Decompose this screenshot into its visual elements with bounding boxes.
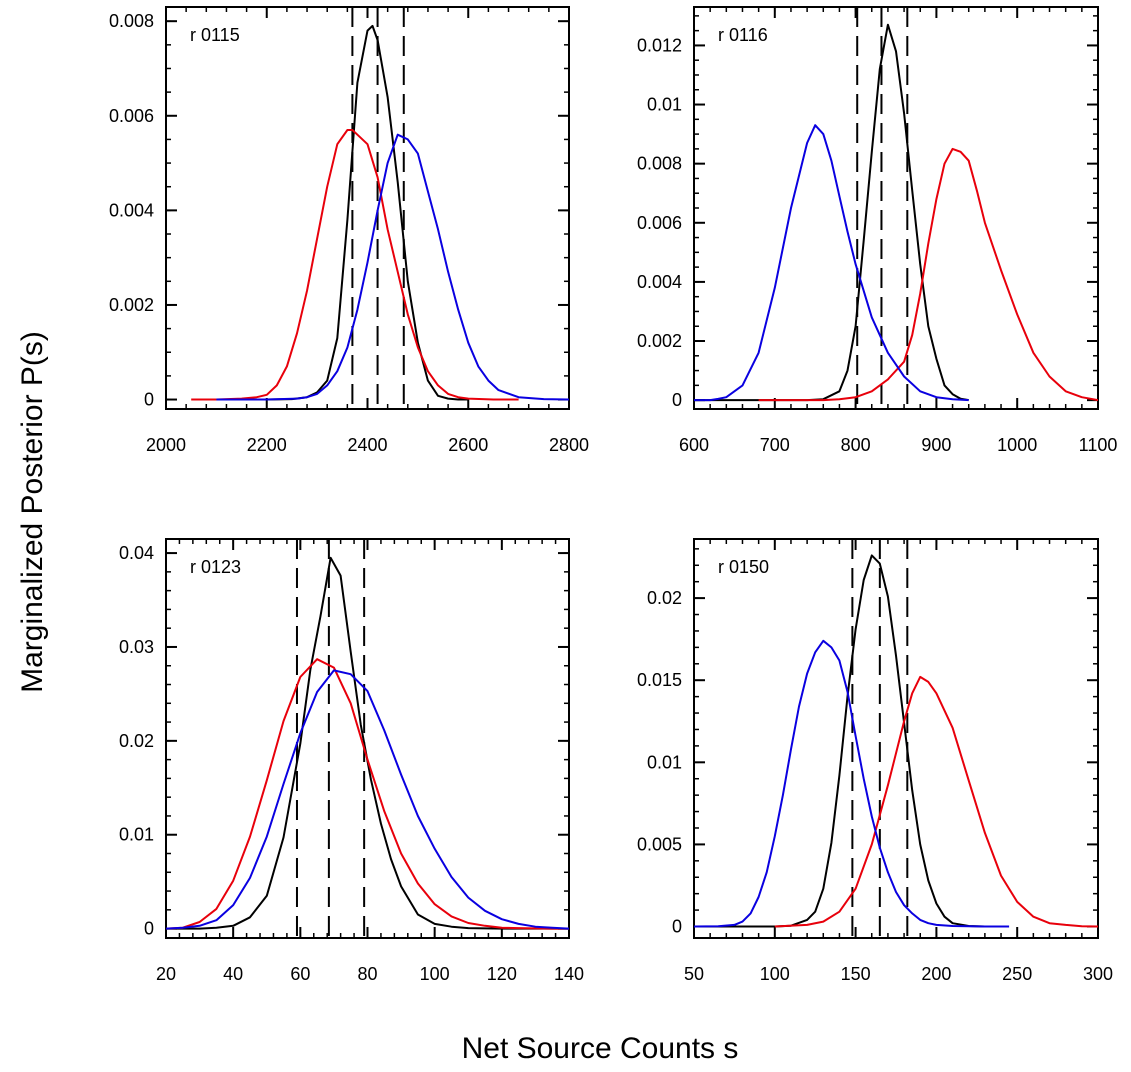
x-tick-label: 2600 <box>448 435 488 455</box>
y-tick-label: 0.03 <box>119 637 154 657</box>
panel-label: r 0116 <box>718 25 768 45</box>
y-tick-label: 0.008 <box>109 11 154 31</box>
x-tick-label: 250 <box>1002 964 1032 984</box>
series-red-line <box>758 147 1098 402</box>
x-tick-label: 140 <box>554 964 584 984</box>
x-tick-label: 900 <box>921 435 951 455</box>
panel-label: r 0115 <box>190 25 240 45</box>
y-tick-label: 0.008 <box>637 154 682 174</box>
panel-frame <box>165 6 570 410</box>
y-tick-label: 0 <box>144 919 154 939</box>
y-tick-label: 0.04 <box>119 543 154 563</box>
panel-frame <box>693 6 1099 410</box>
series-red-line <box>166 658 569 930</box>
panel-label: r 0150 <box>718 557 769 577</box>
y-tick-label: 0.01 <box>647 95 682 115</box>
plot-area <box>191 7 569 409</box>
panel-2: 600 700 800 900 1000 1100 0 0.002 0.004 0.006 0.00… <box>637 6 1118 455</box>
x-tick-label: 100 <box>760 964 790 984</box>
y-tick-label: 0.005 <box>637 834 682 854</box>
series-blue-line <box>166 669 569 930</box>
panels-container: 2000 2200 2400 2600 280000.0020.0040.0060.00… <box>109 6 1118 984</box>
series-black-line <box>694 23 969 402</box>
x-tick-label: 150 <box>841 964 871 984</box>
panel-label: r 0123 <box>190 557 241 577</box>
series-red-line <box>774 675 1098 928</box>
y-tick-label: 0.02 <box>647 588 682 608</box>
series-blue-line <box>216 133 569 401</box>
x-tick-label: 800 <box>841 435 871 455</box>
x-tick-label: 1000 <box>997 435 1037 455</box>
x-tick-label: 80 <box>357 964 377 984</box>
y-tick-label: 0.012 <box>637 35 682 55</box>
x-tick-label: 50 <box>684 964 704 984</box>
panel-3: 20 40 60 80 100 120 140 0 0.01 0.02 0.03 0.04 r 0123 <box>119 538 584 984</box>
panel-1: 2000 2200 2400 2600 2800 0 0.002 0.004 0.006 0.00… <box>109 6 589 455</box>
plot-area <box>694 7 1098 409</box>
y-tick-label: 0.006 <box>109 106 154 126</box>
series-black-line <box>694 554 985 928</box>
series-blue-line <box>694 639 1010 928</box>
x-tick-label: 1100 <box>1079 435 1118 455</box>
x-tick-label: 2200 <box>247 435 287 455</box>
x-tick-label: 2400 <box>347 435 387 455</box>
x-tick-label: 100 <box>420 964 450 984</box>
panel-frame <box>165 538 570 939</box>
x-tick-label: 600 <box>679 435 709 455</box>
y-tick-label: 0.02 <box>119 731 154 751</box>
series-black-line <box>166 556 569 930</box>
y-tick-label: 0.002 <box>109 295 154 315</box>
panel-frame <box>693 538 1099 939</box>
global-xlabel: Net Source Counts s <box>462 1032 739 1065</box>
y-tick-label: 0.015 <box>637 670 682 690</box>
y-tick-label: 0.002 <box>637 331 682 351</box>
x-tick-label: 300 <box>1083 964 1113 984</box>
y-tick-label: 0 <box>672 390 682 410</box>
series-blue-line <box>694 124 969 402</box>
y-tick-label: 0.004 <box>109 200 154 220</box>
x-tick-label: 2800 <box>549 435 589 455</box>
x-tick-label: 2000 <box>146 435 186 455</box>
plot-area <box>166 539 569 938</box>
x-tick-label: 40 <box>223 964 243 984</box>
y-tick-label: 0.006 <box>637 213 682 233</box>
x-tick-label: 700 <box>760 435 790 455</box>
y-tick-label: 0.01 <box>119 825 154 845</box>
x-tick-label: 120 <box>487 964 517 984</box>
x-tick-label: 20 <box>156 964 176 984</box>
y-tick-label: 0 <box>672 917 682 937</box>
global-ylabel: Marginalized Posterior P(s) <box>16 331 49 693</box>
x-tick-label: 200 <box>921 964 951 984</box>
panel-4: 50 100 150 200 250 300 0 0.005 0.01 0.015 0.02 r 01… <box>637 538 1113 984</box>
x-tick-label: 60 <box>290 964 310 984</box>
y-tick-label: 0.01 <box>647 752 682 772</box>
series-red-line <box>191 129 519 401</box>
y-tick-label: 0.004 <box>637 272 682 292</box>
y-tick-label: 0 <box>144 390 154 410</box>
plot-area <box>694 539 1098 938</box>
